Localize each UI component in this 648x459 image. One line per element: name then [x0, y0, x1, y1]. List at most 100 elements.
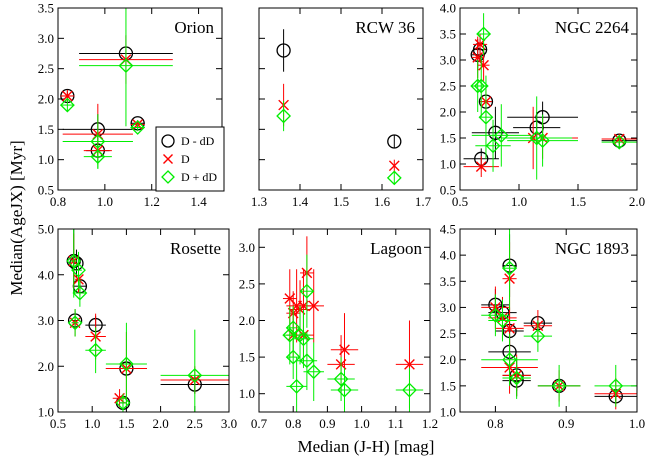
- legend-label-d: D: [181, 152, 190, 166]
- panel-lagoon-d-point: [308, 300, 320, 312]
- panel-ngc-2264-d-plus-dd-point: [470, 78, 486, 94]
- panel-rosette-xtick-label: 2.0: [152, 416, 168, 431]
- panel-orion: 0.8 1.0 1.2 1.4 0.5 1.0 1.5 2.0 2.5 3.0 3.5 Orion D …: [38, 1, 225, 209]
- panel-orion-ytick-label: 2.0: [38, 92, 54, 107]
- panel-ngc-1893-d-point-stroke-b: [504, 322, 515, 334]
- panel-ngc-2264-d-plus-dd-point: [535, 133, 551, 149]
- panel-ngc-1893-d-plus-dd-point: [530, 328, 546, 344]
- panel-rosette-data: [66, 229, 229, 412]
- legend-label-d-plus-dd: D + dD: [181, 170, 217, 184]
- panel-lagoon-ytick-label: 1.0: [239, 386, 255, 401]
- panel-rosette-d-plus-dd-point: [67, 315, 83, 331]
- panel-rosette-xtick-label: 1.0: [84, 416, 100, 431]
- panel-ngc-1893-d-plus-dd-point: [487, 307, 503, 323]
- y-axis-label: Median(AgeJX) [Myr]: [7, 140, 26, 295]
- panel-ngc-2264-d-point-stroke-b: [478, 59, 489, 71]
- panel-ngc-1893-ytick-label: 3.5: [440, 274, 456, 289]
- x-axis-label: Median (J-H) [mag]: [298, 437, 435, 456]
- panel-lagoon-xtick-label: 0.8: [285, 416, 301, 431]
- panel-ngc-1893-d-plus-dd-point: [502, 352, 517, 368]
- panel-ngc-2264-xtick-label: 0.5: [452, 194, 468, 209]
- panel-orion-ytick-label: 3.0: [38, 31, 54, 46]
- panel-orion-d-plus-dd-point: [90, 149, 106, 165]
- legend-marker-d-stroke-b: [163, 154, 173, 164]
- panel-rosette-ytick-label: 2.0: [38, 359, 54, 374]
- panel-ngc-1893-d-point: [504, 322, 515, 334]
- panel-rosette-ytick-label: 4.0: [38, 267, 54, 282]
- panel-ngc-2264-ytick-label: 3.0: [440, 53, 456, 68]
- legend-marker-d-minus-dd: [161, 134, 175, 148]
- panel-ngc-1893-xtick-label: 0.9: [558, 416, 574, 431]
- panel-rosette-d-plus-dd-point: [72, 285, 88, 301]
- panel-ngc-1893: 0.8 0.9 1.0 1.0 1.5 2.0 2.5 3.0 3.5 4.0 4.5 NGC 189…: [440, 222, 645, 432]
- panel-lagoon-d-point-stroke-b: [339, 344, 350, 356]
- panel-ngc-2264-xtick-label: 1.0: [511, 194, 527, 209]
- panel-ngc-1893-d-plus-dd-point: [509, 370, 525, 386]
- panel-lagoon-d-plus-dd-point: [402, 382, 417, 398]
- panel-rcw-36: 1.3 1.4 1.5 1.6 1.7 RCW 36: [251, 7, 432, 209]
- panel-ngc-1893-d-plus-dd-point: [495, 313, 510, 328]
- panel-ngc-1893-data: [481, 229, 637, 410]
- panel-orion-d-plus-dd-point: [130, 120, 146, 135]
- panel-ngc-2264-data: [463, 13, 637, 180]
- panel-ngc-2264-d-plus-dd-point: [476, 26, 492, 42]
- panel-ngc-2264-ytick-label: 2.0: [440, 105, 456, 120]
- panel-lagoon-ytick-label: 2.0: [239, 313, 255, 328]
- panel-rcw-36-data: [276, 29, 402, 186]
- panel-orion-xtick-label: 1.2: [144, 194, 160, 209]
- panel-rosette-d-plus-dd-point: [115, 395, 131, 411]
- panel-orion-ytick-label: 0.5: [38, 183, 54, 198]
- panel-ngc-1893-d-plus-dd-point: [551, 378, 567, 394]
- panel-orion-xtick-label: 1.4: [190, 194, 207, 209]
- panel-ngc-2264: 0.5 1.0 1.5 2.0 0.5 1.0 1.5 2.0 2.5 3.0 3.5 4.0 NGC …: [440, 1, 645, 210]
- panel-orion-frame: [57, 7, 223, 191]
- panel-ngc-2264-xtick-label: 2.0: [629, 194, 645, 209]
- panel-ngc-1893-ytick-label: 4.0: [440, 248, 456, 263]
- panel-ngc-2264-frame: [459, 7, 638, 191]
- panel-orion-data: [59, 8, 173, 169]
- panel-lagoon-d-plus-dd-point: [299, 353, 315, 369]
- panel-lagoon-ytick-label: 3.0: [239, 240, 255, 255]
- panel-rosette-d-plus-dd-point: [71, 262, 86, 278]
- panels: 0.8 1.0 1.2 1.40.51.01.52.02.53.03.5OrionD …: [38, 1, 645, 432]
- legend: D - dD D D + dD: [155, 126, 225, 192]
- panel-rcw-36-xtick-label: 1.5: [333, 194, 349, 209]
- panel-ngc-1893-ytick-label: 4.5: [440, 222, 456, 237]
- panel-orion-xtick-label: 1.0: [97, 194, 113, 209]
- panel-lagoon-d-point: [404, 359, 415, 370]
- panel-rcw-36-d-point: [388, 160, 400, 172]
- panel-lagoon-d-plus-dd-point: [296, 331, 311, 347]
- panel-ngc-2264-ytick-label: 2.5: [440, 79, 456, 94]
- panel-lagoon-frame: [258, 228, 431, 413]
- panel-rcw-36-d-minus-dd-point: [387, 134, 402, 149]
- panel-lagoon-d-point-stroke-b: [404, 359, 415, 370]
- panel-lagoon-d-plus-dd-point: [299, 283, 315, 299]
- panel-rosette-xtick-label: 3.0: [221, 416, 237, 431]
- panel-ngc-2264-d-plus-dd-point: [485, 138, 501, 154]
- panel-lagoon-d-point-stroke-b: [308, 300, 320, 312]
- panel-ngc-1893-xtick-label: 1.0: [629, 416, 645, 431]
- panel-ngc-2264-d-point-stroke-b: [472, 52, 484, 63]
- panel-lagoon-d-plus-dd-point: [285, 349, 301, 365]
- panel-orion-ytick-label: 1.0: [38, 152, 54, 167]
- panel-ngc-1893-ytick-label: 1.5: [440, 378, 456, 393]
- panel-ngc-2264-d-plus-dd-point: [611, 134, 627, 150]
- panel-ngc-2264-ytick-label: 0.5: [440, 183, 456, 198]
- panel-lagoon-ytick-label: 2.5: [239, 276, 255, 291]
- panel-rosette-xtick-label: 1.5: [118, 416, 134, 431]
- legend-marker-d: [163, 154, 173, 164]
- panel-rcw-36-xtick-label: 1.7: [415, 194, 432, 209]
- panel-ngc-2264-xtick-label: 1.5: [570, 194, 586, 209]
- panel-orion-ytick-label: 3.5: [38, 1, 54, 16]
- panel-rcw-36-frame: [258, 7, 424, 191]
- panel-ngc-2264-d-point: [478, 59, 489, 71]
- legend-label-d-minus-dd: D - dD: [181, 134, 215, 148]
- panel-ngc-2264-ytick-label: 1.0: [440, 157, 456, 172]
- panel-ngc-2264-d-minus-dd-point: [488, 125, 503, 140]
- panel-rcw-36-d-point-stroke-b: [388, 160, 400, 172]
- panel-lagoon-d-plus-dd-point: [285, 320, 301, 336]
- panel-ngc-2264-ytick-label: 3.5: [440, 27, 456, 42]
- panel-rcw-36-xtick-label: 1.4: [292, 194, 309, 209]
